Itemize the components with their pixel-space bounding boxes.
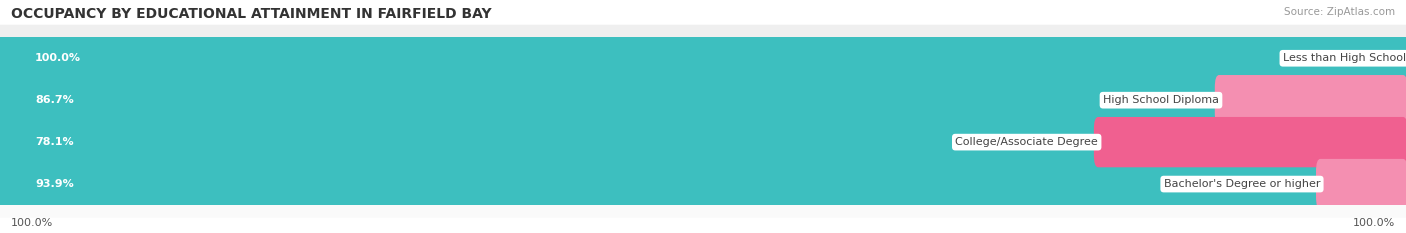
FancyBboxPatch shape (1215, 75, 1406, 125)
Text: Source: ZipAtlas.com: Source: ZipAtlas.com (1284, 7, 1395, 17)
FancyBboxPatch shape (0, 25, 1406, 92)
FancyBboxPatch shape (0, 151, 1406, 218)
Text: Bachelor's Degree or higher: Bachelor's Degree or higher (1164, 179, 1320, 189)
FancyBboxPatch shape (0, 159, 1406, 209)
Text: 86.7%: 86.7% (35, 95, 75, 105)
FancyBboxPatch shape (0, 159, 1322, 209)
FancyBboxPatch shape (0, 109, 1406, 176)
Text: OCCUPANCY BY EDUCATIONAL ATTAINMENT IN FAIRFIELD BAY: OCCUPANCY BY EDUCATIONAL ATTAINMENT IN F… (11, 7, 492, 21)
Text: College/Associate Degree: College/Associate Degree (955, 137, 1098, 147)
FancyBboxPatch shape (0, 75, 1406, 125)
FancyBboxPatch shape (0, 33, 1406, 83)
FancyBboxPatch shape (1316, 159, 1406, 209)
FancyBboxPatch shape (0, 75, 1222, 125)
Text: 100.0%: 100.0% (11, 218, 53, 228)
FancyBboxPatch shape (0, 33, 1406, 83)
FancyBboxPatch shape (0, 117, 1406, 167)
FancyBboxPatch shape (0, 117, 1101, 167)
Text: High School Diploma: High School Diploma (1102, 95, 1219, 105)
Text: 100.0%: 100.0% (35, 53, 82, 63)
FancyBboxPatch shape (0, 67, 1406, 134)
Text: Less than High School: Less than High School (1282, 53, 1406, 63)
Text: 93.9%: 93.9% (35, 179, 75, 189)
Text: 78.1%: 78.1% (35, 137, 73, 147)
FancyBboxPatch shape (1094, 117, 1406, 167)
Text: 100.0%: 100.0% (1353, 218, 1395, 228)
